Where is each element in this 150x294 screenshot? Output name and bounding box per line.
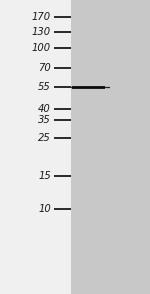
Bar (70, 87, 110, 88)
Text: 40: 40 (38, 104, 51, 114)
Text: 70: 70 (38, 63, 51, 73)
Bar (70, 90, 110, 91)
Bar (70, 88, 110, 89)
Text: 130: 130 (32, 27, 51, 37)
Text: 10: 10 (38, 204, 51, 214)
Text: 35: 35 (38, 115, 51, 125)
Text: 55: 55 (38, 82, 51, 92)
Bar (70, 85, 110, 86)
Text: 170: 170 (32, 12, 51, 22)
Bar (70, 86, 110, 87)
Text: 100: 100 (32, 43, 51, 53)
Text: 15: 15 (38, 171, 51, 181)
Bar (70, 89, 110, 90)
Bar (0, 0, 70, 294)
Bar (72, 86, 105, 89)
Text: 25: 25 (38, 133, 51, 143)
